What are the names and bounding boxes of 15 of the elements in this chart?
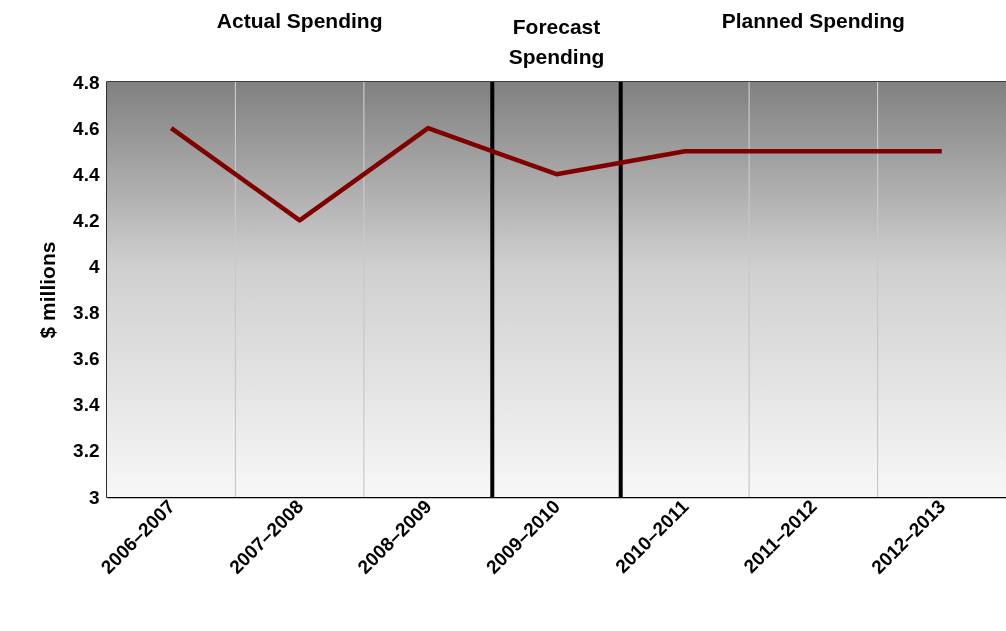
text: Forecast Spending	[508, 15, 605, 68]
y-tick-label: 4.4	[73, 163, 100, 185]
y-tick-label: 3.2	[73, 440, 100, 462]
y-tick-label: 3.8	[73, 302, 100, 324]
y-tick-label: 4.6	[73, 117, 100, 139]
line-series	[168, 125, 945, 223]
y-tick-label: 3.6	[73, 348, 100, 370]
y-tick-label: 4	[88, 255, 100, 277]
text: Planned Spending	[721, 9, 905, 32]
y-tick-label: 4.8	[73, 71, 100, 93]
y-tick-label: 4.2	[73, 209, 100, 231]
y-axis-title: $ millions	[36, 241, 60, 339]
y-tick-label: 3	[88, 486, 100, 508]
text: Actual Spending	[216, 9, 383, 32]
y-tick-label: 3.4	[73, 394, 100, 416]
